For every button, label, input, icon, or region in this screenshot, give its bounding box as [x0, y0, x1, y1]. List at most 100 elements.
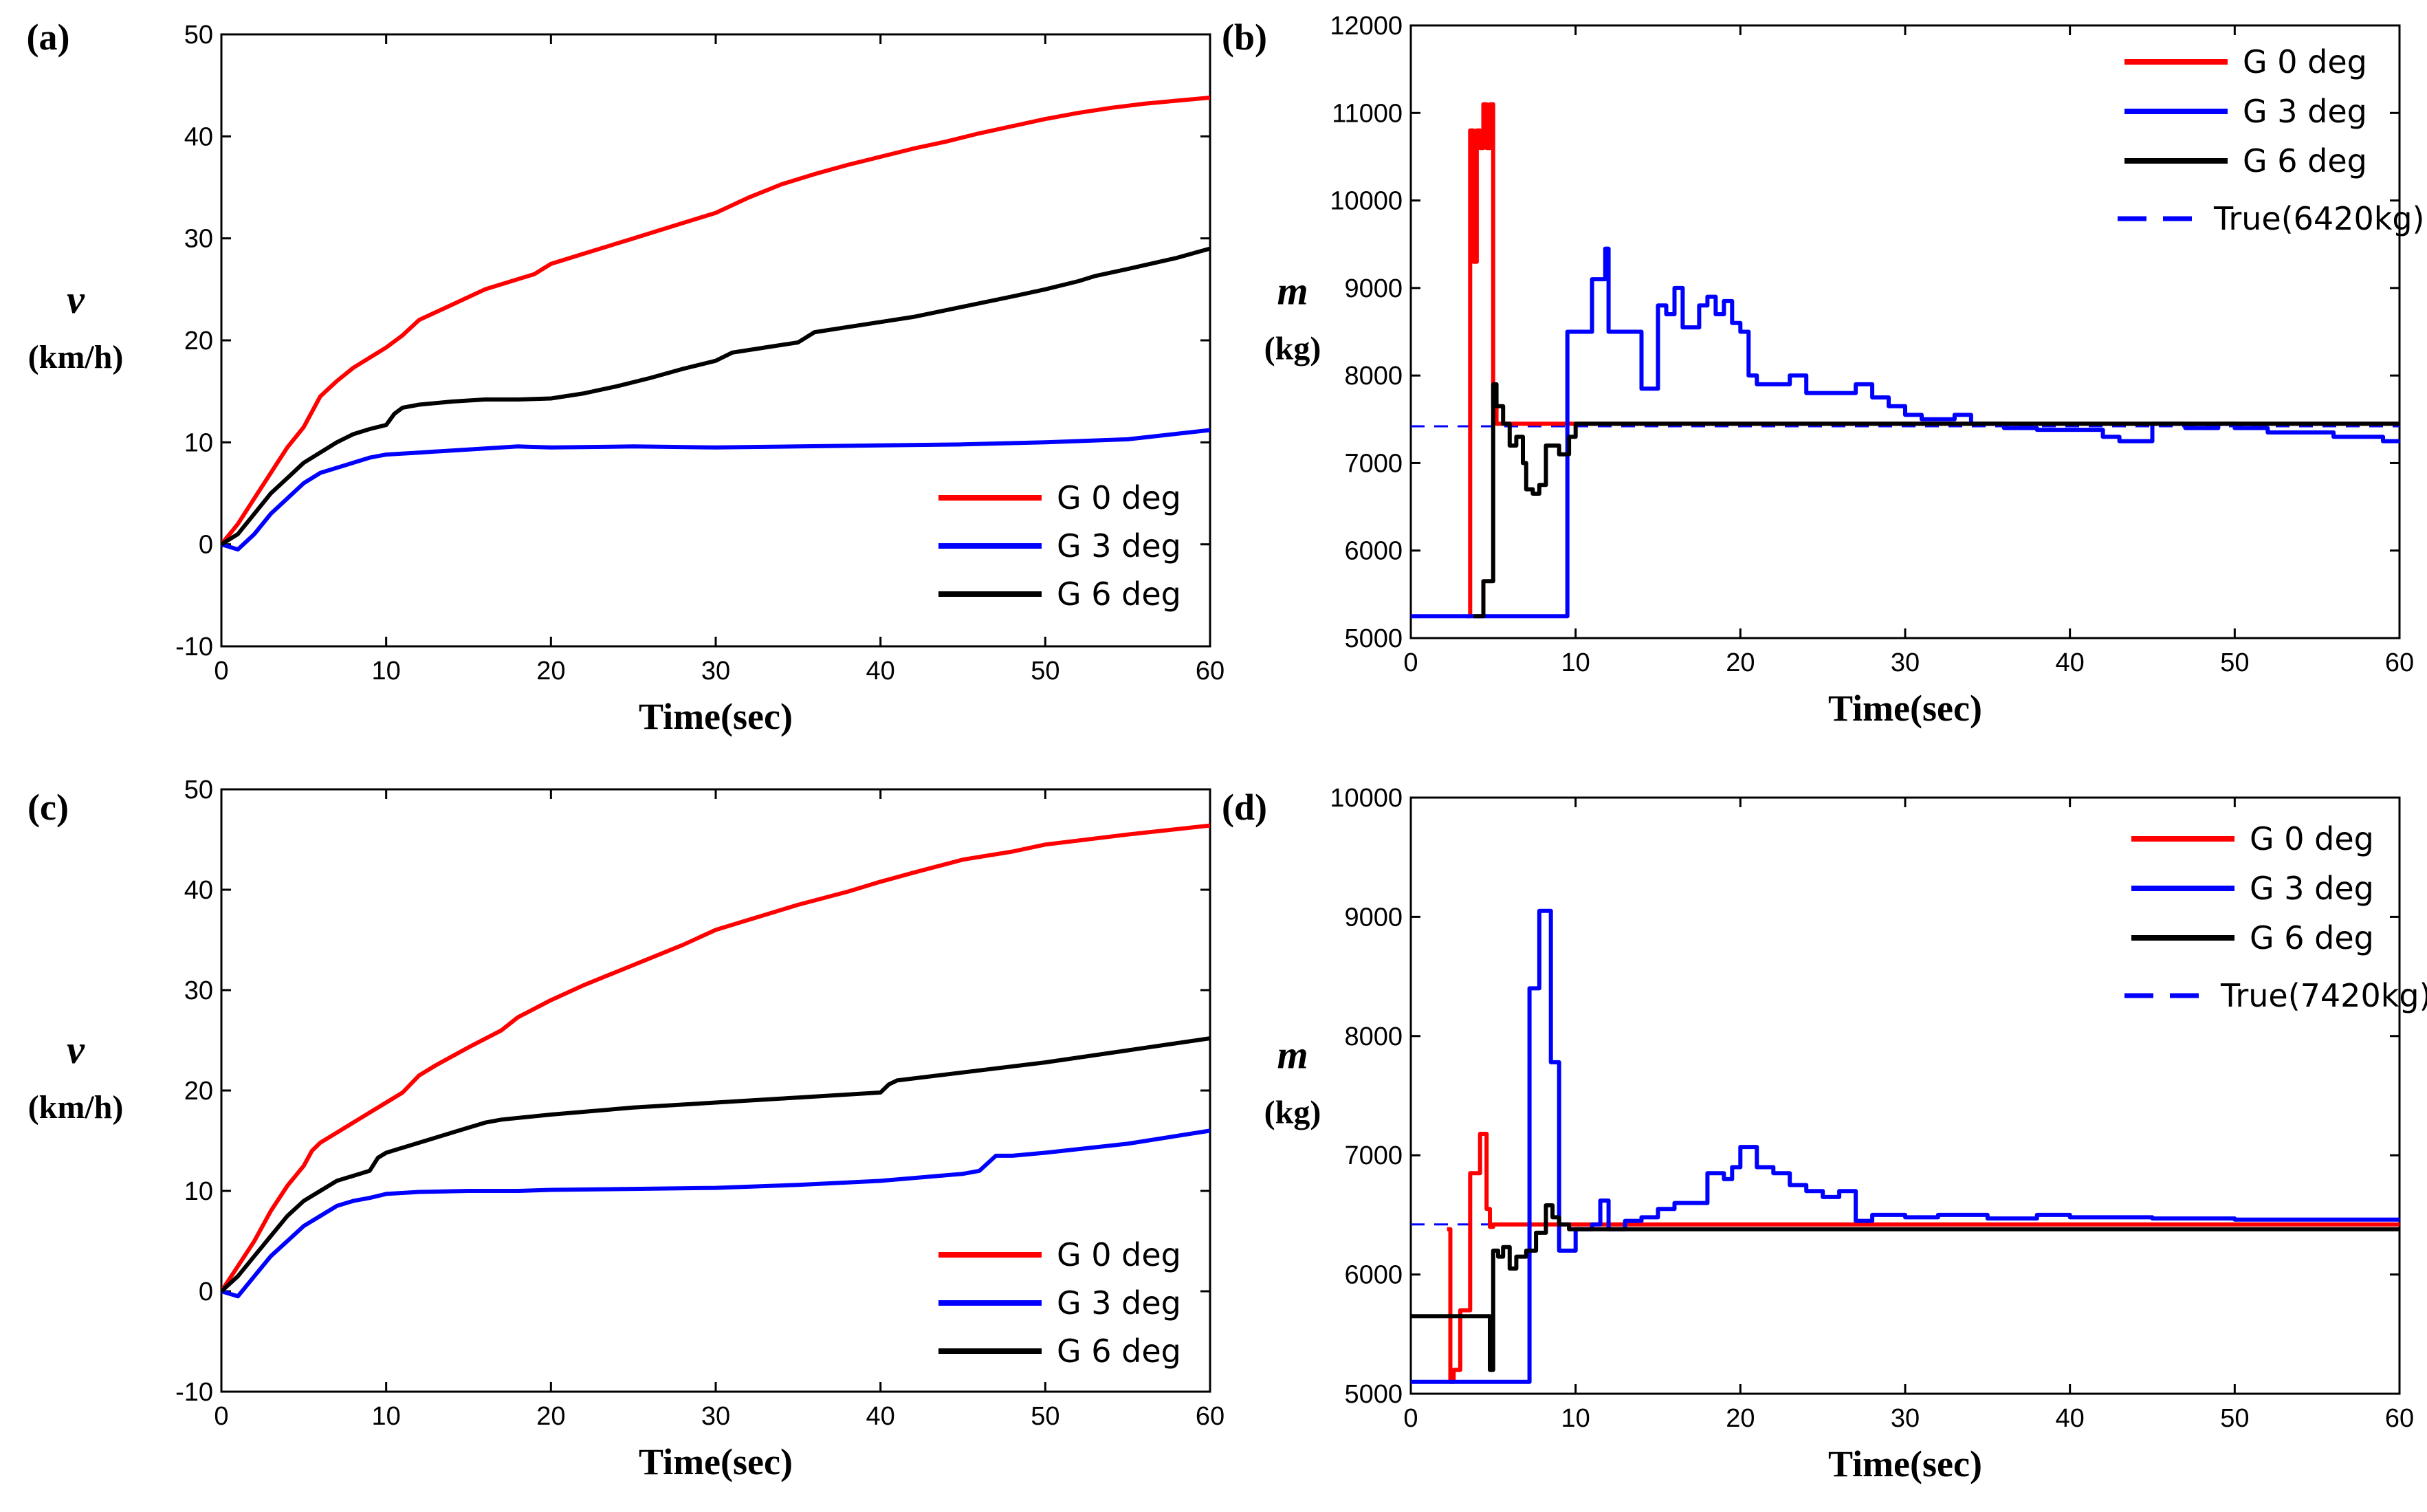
x-tick-label: 60 [2385, 648, 2414, 677]
x-tick-label: 50 [1031, 657, 1059, 686]
y-tick-label: 20 [184, 1077, 213, 1106]
y-axis-title: m [1277, 269, 1308, 314]
y-tick-label: 40 [184, 876, 213, 905]
panel-d: 0 10 20 30 40 50 60 5000 6000 7000 8000 9000 10000 G … [1222, 784, 2427, 1484]
x-axis-title: Time(sec) [639, 1441, 793, 1482]
x-tick-label: 40 [866, 1402, 895, 1431]
x-tick-label: 40 [866, 657, 895, 686]
y-tick-label: 7000 [1344, 1141, 1403, 1170]
x-tick-label: 0 [214, 1402, 228, 1431]
y-tick-label: -10 [175, 633, 213, 661]
x-tick-label: 40 [2056, 648, 2085, 677]
x-tick-label: 30 [701, 1402, 730, 1431]
y-tick-label: 11000 [1332, 99, 1403, 128]
legend: G 0 deg G 3 deg G 6 deg True(6420kg) [2118, 43, 2425, 237]
legend-label: G 3 deg [1057, 1284, 1181, 1322]
x-tick-label: 50 [1031, 1402, 1059, 1431]
y-axis-unit: (kg) [1264, 1095, 1321, 1131]
x-tick-label: 60 [2385, 1404, 2414, 1433]
x-tick-label: 30 [1891, 1404, 1920, 1433]
legend-label: True(7420kg) [2220, 977, 2427, 1014]
legend-label: G 3 deg [2250, 870, 2374, 907]
y-axis-title: m [1277, 1033, 1308, 1077]
y-tick-label: 8000 [1344, 362, 1403, 391]
series-line-g-3-deg [221, 1128, 1210, 1299]
y-tick-label: 12000 [1330, 12, 1403, 41]
y-axis-unit: (km/h) [28, 339, 124, 375]
y-tick-label: 40 [184, 122, 213, 151]
series-line-g-6-deg [221, 1036, 1210, 1293]
y-tick-label: 6000 [1344, 1261, 1403, 1290]
y-tick-label: 0 [199, 1278, 213, 1306]
legend-label: G 0 deg [1057, 479, 1181, 516]
y-tick-label: 50 [184, 776, 213, 804]
x-tick-label: 60 [1196, 1402, 1225, 1431]
panel-label: (b) [1222, 17, 1267, 58]
y-tick-label: 8000 [1344, 1022, 1403, 1051]
legend-label: G 6 deg [2243, 142, 2367, 179]
y-tick-label: 0 [199, 531, 213, 560]
series-line-g-6-deg [1473, 382, 2399, 619]
y-tick-label: 20 [184, 327, 213, 355]
x-tick-label: 10 [1561, 648, 1590, 677]
series-line-g-6-deg [1411, 1203, 2399, 1372]
panel-label: (d) [1222, 787, 1267, 828]
y-tick-label: 10000 [1330, 187, 1403, 216]
y-tick-label: 6000 [1344, 537, 1403, 566]
legend-label: G 6 deg [1057, 576, 1181, 613]
x-tick-label: 30 [1891, 648, 1920, 677]
x-tick-label: 10 [372, 1402, 401, 1431]
x-tick-label: 60 [1196, 657, 1225, 686]
y-axis-unit: (km/h) [28, 1089, 124, 1126]
legend: G 0 deg G 3 deg G 6 deg True(7420kg) [2124, 820, 2427, 1014]
series-line-g-3-deg [1411, 246, 2399, 619]
y-axis-title: v [67, 1027, 85, 1072]
series-line-g-0-deg [1447, 1132, 2399, 1384]
y-tick-label: 10 [184, 428, 213, 457]
x-tick-label: 10 [1561, 1404, 1590, 1433]
y-tick-label: 7000 [1344, 449, 1403, 478]
y-tick-label: 50 [184, 21, 213, 50]
y-tick-label: -10 [175, 1378, 213, 1407]
y-tick-label: 9000 [1344, 903, 1403, 932]
series-line-g-3-deg [221, 428, 1210, 552]
legend: G 0 deg G 3 deg G 6 deg [938, 479, 1181, 613]
x-tick-label: 40 [2056, 1404, 2085, 1433]
series-line-g-0-deg [1467, 102, 2399, 619]
legend-label: G 6 deg [2250, 919, 2374, 956]
legend-label: G 3 deg [1057, 527, 1181, 565]
x-tick-label: 20 [536, 1402, 565, 1431]
x-tick-label: 0 [1403, 648, 1418, 677]
y-tick-label: 30 [184, 976, 213, 1005]
legend-label: G 6 deg [1057, 1333, 1181, 1370]
y-tick-label: 30 [184, 225, 213, 254]
y-tick-label: 10 [184, 1177, 213, 1206]
y-axis-title: v [67, 277, 85, 322]
x-axis-title: Time(sec) [639, 696, 793, 737]
x-tick-label: 0 [1403, 1404, 1418, 1433]
panel-label: (c) [28, 787, 69, 828]
series-line-g-0-deg [221, 823, 1210, 1293]
x-axis-title: Time(sec) [1828, 688, 1982, 729]
x-tick-label: 10 [372, 657, 401, 686]
legend-label: G 3 deg [2243, 93, 2367, 130]
legend-label: G 0 deg [2243, 43, 2367, 80]
legend-label: True(6420kg) [2213, 200, 2425, 237]
x-tick-label: 20 [536, 657, 565, 686]
x-tick-label: 50 [2220, 1404, 2249, 1433]
x-tick-label: 20 [1726, 648, 1755, 677]
legend-label: G 0 deg [2250, 820, 2374, 857]
y-tick-label: 10000 [1330, 784, 1403, 813]
y-tick-label: 9000 [1344, 274, 1403, 303]
x-tick-label: 0 [214, 657, 228, 686]
x-tick-label: 50 [2220, 648, 2249, 677]
panel-b: 0 10 20 30 40 50 60 5000 6000 7000 8000 9000 10000 11… [1222, 12, 2425, 729]
x-axis-title: Time(sec) [1828, 1443, 1982, 1484]
legend: G 0 deg G 3 deg G 6 deg [938, 1236, 1181, 1370]
series-line-g-0-deg [221, 96, 1210, 546]
series-line-g-3-deg [1411, 908, 2399, 1384]
series-line-g-6-deg [221, 246, 1210, 547]
